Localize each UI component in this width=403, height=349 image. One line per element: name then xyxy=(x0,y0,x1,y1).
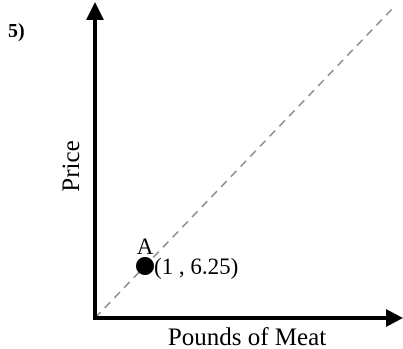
x-axis xyxy=(93,309,403,327)
problem-number: 5) xyxy=(8,20,25,42)
x-axis-label: Pounds of Meat xyxy=(168,324,326,349)
x-axis-arrowhead xyxy=(386,309,403,327)
y-axis-label: Price xyxy=(58,140,85,191)
point-a xyxy=(136,257,154,275)
point-a-label: A xyxy=(137,234,154,259)
y-axis xyxy=(86,2,104,318)
y-axis-arrowhead xyxy=(86,2,104,20)
point-a-coordinates: (1 , 6.25) xyxy=(154,254,238,279)
